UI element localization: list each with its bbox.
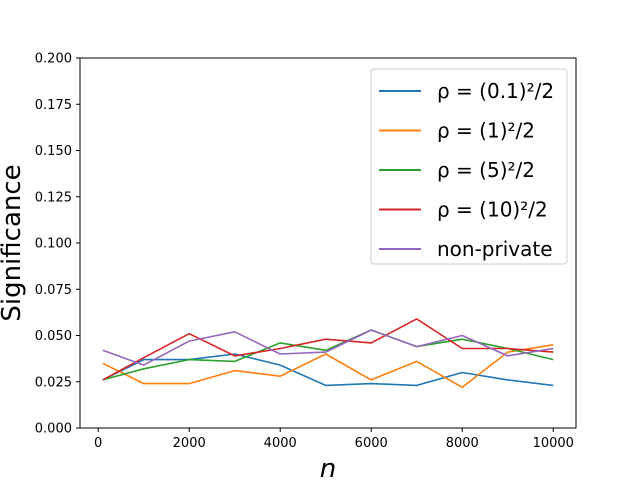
legend-label-5: non-private xyxy=(437,237,553,261)
x-tick-label: 4000 xyxy=(264,436,297,451)
x-tick-label: 8000 xyxy=(446,436,479,451)
x-axis-ticks: 0 2000 4000 6000 8000 10000 xyxy=(94,428,574,451)
y-axis-ticks: 0.000 0.025 0.050 0.075 0.100 0.125 0.150 0.175… xyxy=(35,52,80,437)
legend-label-2: ρ = (1)²/2 xyxy=(437,119,535,143)
y-tick-label: 0.125 xyxy=(35,190,72,205)
x-tick-label: 6000 xyxy=(355,436,388,451)
y-tick-label: 0.075 xyxy=(35,283,72,298)
series-line-4 xyxy=(102,318,554,381)
y-axis-label: Significance xyxy=(0,164,27,321)
y-tick-label: 0.200 xyxy=(35,52,72,67)
legend-label-1: ρ = (0.1)²/2 xyxy=(437,79,554,103)
y-tick-label: 0.175 xyxy=(35,98,72,113)
x-tick-label: 0 xyxy=(94,436,102,451)
series-layer xyxy=(102,318,554,389)
x-axis-label: n xyxy=(320,454,336,480)
series-line-2 xyxy=(102,344,554,389)
x-tick-label: 10000 xyxy=(533,436,574,451)
y-tick-label: 0.000 xyxy=(35,422,72,437)
y-tick-label: 0.100 xyxy=(35,237,72,252)
y-tick-label: 0.025 xyxy=(35,375,72,390)
series-line-5 xyxy=(102,329,554,366)
legend: ρ = (0.1)²/2 ρ = (1)²/2 ρ = (5)²/2 ρ = (10)… xyxy=(370,68,568,265)
y-tick-label: 0.050 xyxy=(35,329,72,344)
x-tick-label: 2000 xyxy=(173,436,206,451)
legend-label-4: ρ = (10)²/2 xyxy=(437,198,548,222)
legend-box xyxy=(370,68,568,265)
legend-label-3: ρ = (5)²/2 xyxy=(437,158,535,182)
y-tick-label: 0.150 xyxy=(35,144,72,159)
